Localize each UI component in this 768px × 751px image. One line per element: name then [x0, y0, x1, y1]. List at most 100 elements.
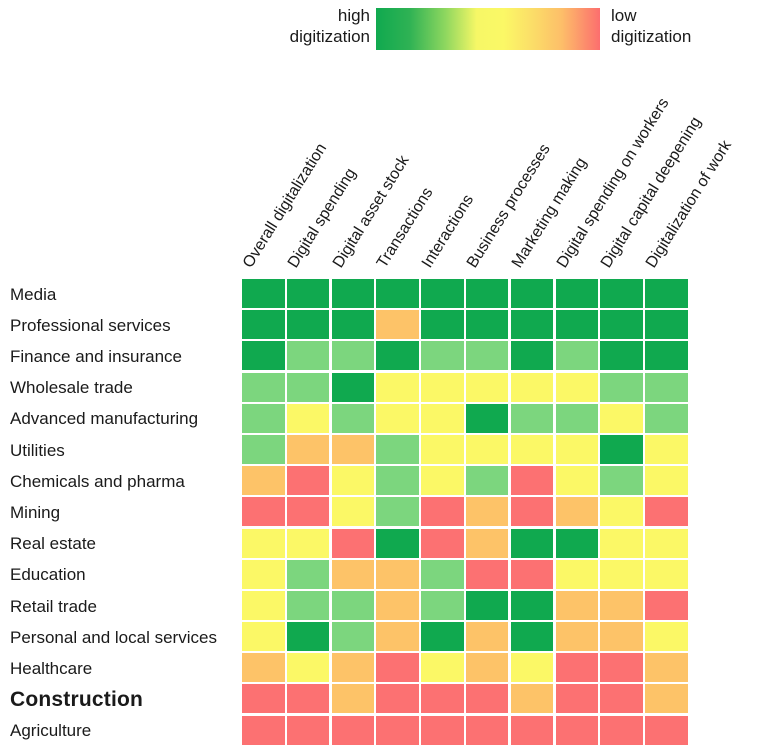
heatmap-cell [242, 559, 285, 589]
heatmap-cell [555, 279, 599, 308]
heatmap-cell [600, 715, 643, 745]
heatmap-cell [376, 372, 419, 402]
heatmap-cell [242, 279, 285, 308]
heatmap-cell [600, 559, 643, 589]
heatmap-cell [242, 434, 285, 464]
heatmap-cell [645, 653, 688, 683]
heatmap-cell [242, 715, 285, 745]
heatmap-cell [286, 466, 330, 496]
heatmap-cell [465, 341, 509, 371]
heatmap-cell [510, 466, 554, 496]
heatmap-cell [331, 590, 375, 620]
heatmap-cell [600, 684, 643, 714]
heatmap-cell [645, 559, 688, 589]
heatmap-cell [376, 341, 419, 371]
heatmap-cell [286, 497, 330, 527]
heatmap-cell [331, 372, 375, 402]
heatmap-cell [421, 528, 464, 558]
heatmap-cell [465, 622, 509, 652]
row-label: Finance and insurance [10, 346, 183, 366]
heatmap-cell [465, 403, 509, 433]
heatmap-cell [421, 590, 464, 620]
legend-gradient-bar [376, 8, 600, 50]
row-label: Utilities [10, 440, 65, 460]
heatmap-cell [645, 341, 688, 371]
row-label: Media [10, 284, 57, 304]
heatmap-cell [421, 403, 464, 433]
row-label: Healthcare [10, 658, 93, 678]
heatmap-cell [421, 684, 464, 714]
heatmap-cell [331, 715, 375, 745]
heatmap-cell [331, 341, 375, 371]
heatmap-cell [376, 434, 419, 464]
heatmap-cell [465, 528, 509, 558]
heatmap-cell [465, 715, 509, 745]
heatmap-cell [286, 279, 330, 308]
heatmap-cell [510, 559, 554, 589]
heatmap-cell [376, 622, 419, 652]
heatmap-cell [600, 279, 643, 308]
heatmap-cell [465, 372, 509, 402]
heatmap-cell [421, 434, 464, 464]
heatmap-cell [555, 528, 599, 558]
heatmap-cell [600, 622, 643, 652]
heatmap-cell [510, 310, 554, 340]
heatmap-cell [555, 403, 599, 433]
heatmap-cell [510, 653, 554, 683]
heatmap-cell [286, 372, 330, 402]
heatmap-cell [286, 684, 330, 714]
heatmap-cell [510, 434, 554, 464]
heatmap-cell [376, 466, 419, 496]
heatmap-cell [286, 559, 330, 589]
heatmap-cell [600, 341, 643, 371]
heatmap-cell [600, 434, 643, 464]
heatmap-cell [600, 497, 643, 527]
heatmap-cell [242, 622, 285, 652]
heatmap-cell [286, 434, 330, 464]
heatmap-cell [376, 497, 419, 527]
heatmap-cell [331, 528, 375, 558]
heatmap-cell [510, 622, 554, 652]
heatmap-cell [510, 684, 554, 714]
heatmap-cell [376, 715, 419, 745]
heatmap-cell [331, 653, 375, 683]
heatmap-cell [286, 653, 330, 683]
heatmap-cell [645, 684, 688, 714]
heatmap-cell [600, 653, 643, 683]
heatmap-cell [645, 590, 688, 620]
row-label: Chemicals and pharma [10, 471, 185, 491]
heatmap-cell [600, 372, 643, 402]
heatmap-cell [600, 403, 643, 433]
heatmap-cell [376, 528, 419, 558]
heatmap-cell [242, 372, 285, 402]
heatmap-cell [376, 279, 419, 308]
heatmap-cell [286, 622, 330, 652]
heatmap-cell [376, 559, 419, 589]
row-label: Construction [10, 688, 144, 712]
heatmap-cell [286, 528, 330, 558]
heatmap-cell [286, 590, 330, 620]
heatmap-cell [645, 497, 688, 527]
heatmap-cell [465, 279, 509, 308]
heatmap-cell [645, 466, 688, 496]
heatmap-cell [555, 497, 599, 527]
heatmap-cell [510, 497, 554, 527]
heatmap-cell [286, 715, 330, 745]
heatmap-cell [421, 497, 464, 527]
heatmap-cell [645, 403, 688, 433]
heatmap-cell [465, 434, 509, 464]
heatmap-cell [465, 497, 509, 527]
heatmap-cell [600, 310, 643, 340]
heatmap-cell [555, 372, 599, 402]
row-labels: Media Professional services Finance and in… [10, 279, 240, 747]
heatmap-cell [242, 684, 285, 714]
heatmap-cell [645, 279, 688, 308]
heatmap-cell [510, 403, 554, 433]
heatmap-cell [331, 497, 375, 527]
heatmap-cell [331, 310, 375, 340]
heatmap-cell [555, 590, 599, 620]
heatmap-cell [645, 310, 688, 340]
heatmap-cell [510, 528, 554, 558]
heatmap-cell [555, 653, 599, 683]
